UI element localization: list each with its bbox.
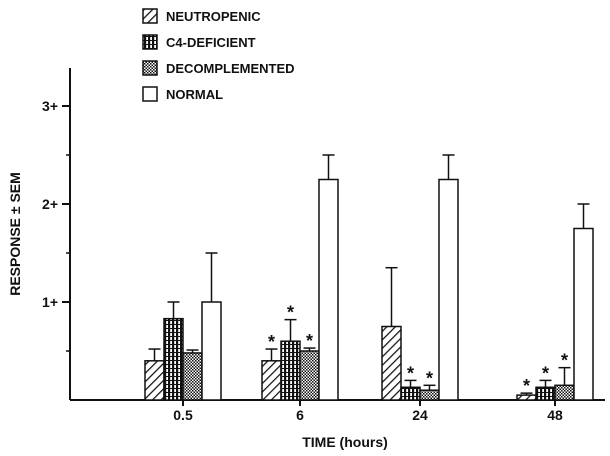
x-tick-label: 0.5 <box>173 407 193 423</box>
bar-neutropenic-0.5 <box>144 360 165 401</box>
x-tick-label: 24 <box>412 407 428 423</box>
error-bars <box>148 154 590 396</box>
y-tick-label: 3+ <box>42 98 58 114</box>
bar-decomplemented-6 <box>299 350 320 401</box>
legend-label: NORMAL <box>166 87 223 102</box>
bar-c4-deficient-0.5 <box>163 317 184 401</box>
significance-star: * <box>542 363 549 383</box>
bar-neutropenic-24 <box>381 325 402 401</box>
x-tick-label: 6 <box>296 407 304 423</box>
legend-label: NEUTROPENIC <box>166 9 261 24</box>
y-ticks: 1+ 2+ 3+ <box>42 98 70 352</box>
x-ticks: 0.5 6 24 48 <box>173 400 563 423</box>
bar-c4-deficient-48 <box>535 386 556 401</box>
legend-swatch <box>142 8 158 24</box>
legend-swatch <box>142 86 158 102</box>
significance-star: * <box>561 351 568 371</box>
significance-star: * <box>268 332 275 352</box>
significance-star: * <box>523 376 530 396</box>
legend: NEUTROPENIC C4-DEFICIENT DECOMPLEMENTED NOR… <box>142 8 295 102</box>
significance-star: * <box>306 331 313 351</box>
bar-neutropenic-6 <box>261 360 282 401</box>
significance-star: * <box>426 368 433 388</box>
y-axis-label: RESPONSE ± SEM <box>7 172 23 296</box>
bar-decomplemented-48 <box>554 384 575 401</box>
x-tick-label: 48 <box>547 407 563 423</box>
bar-normal-48 <box>573 227 594 401</box>
significance-star: * <box>287 303 294 323</box>
bar-c4-deficient-24 <box>400 386 421 401</box>
significance-star: * <box>407 363 414 383</box>
legend-label: C4-DEFICIENT <box>166 35 256 50</box>
bar-normal-0.5 <box>201 301 222 401</box>
y-tick-label: 2+ <box>42 196 58 212</box>
bar-normal-24 <box>438 178 459 401</box>
bars <box>144 178 594 401</box>
y-tick-label: 1+ <box>42 294 58 310</box>
bar-normal-6 <box>318 178 339 401</box>
bar-decomplemented-0.5 <box>182 352 203 401</box>
x-axis-label: TIME (hours) <box>302 434 388 450</box>
bar-c4-deficient-6 <box>280 340 301 401</box>
legend-swatch <box>142 60 158 76</box>
significance-markers: * * * * * * * * <box>268 303 568 397</box>
legend-label: DECOMPLEMENTED <box>166 61 295 76</box>
legend-swatch <box>142 34 158 50</box>
bar-decomplemented-24 <box>419 389 440 401</box>
